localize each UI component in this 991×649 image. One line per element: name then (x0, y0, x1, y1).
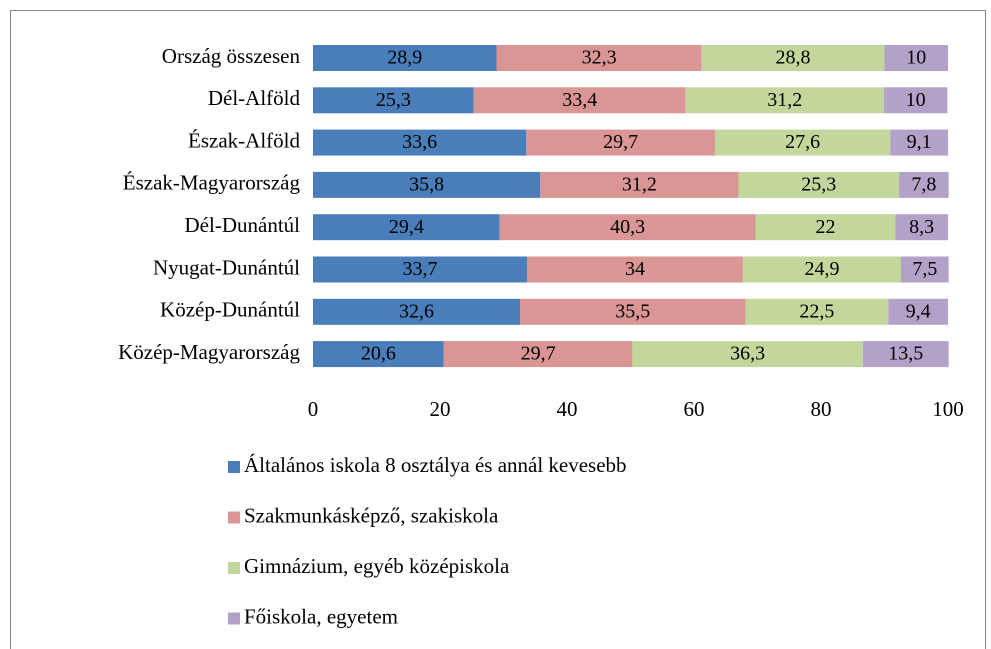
bar-segment (632, 341, 863, 368)
data-label: 31,2 (622, 173, 657, 195)
data-label: 34 (625, 258, 645, 280)
bar-segment (701, 45, 885, 71)
bar-segment (540, 171, 739, 198)
bar-segment (473, 87, 686, 114)
data-label: 8,3 (909, 216, 934, 238)
bar-segment (313, 87, 474, 114)
data-label: 32,6 (399, 300, 434, 322)
bar-segment (899, 171, 949, 198)
data-label: 13,5 (888, 343, 923, 365)
data-label: 10 (906, 89, 926, 111)
data-label: 33,7 (402, 258, 437, 280)
x-tick-label: 80 (811, 397, 832, 421)
y-tick-label: Észak-Magyarország (123, 171, 301, 195)
bar-segment (884, 45, 948, 71)
bar-segment (685, 87, 884, 114)
chart-border (10, 10, 986, 649)
bar-segment (745, 298, 889, 325)
data-label: 9,4 (906, 300, 931, 322)
data-label: 31,2 (767, 89, 802, 111)
data-label: 27,6 (785, 131, 820, 153)
bar-segment (895, 214, 948, 241)
data-label: 40,3 (610, 216, 645, 238)
bar-segment (883, 87, 948, 114)
data-label: 29,4 (389, 216, 424, 238)
bar-segment (313, 341, 444, 368)
data-label: 25,3 (376, 89, 411, 111)
legend-label: Gimnázium, egyéb középiskola (244, 554, 510, 578)
legend-swatch (228, 461, 240, 473)
data-label: 33,4 (562, 89, 597, 111)
data-label: 36,3 (730, 343, 765, 365)
data-label: 35,5 (615, 300, 650, 322)
data-label: 7,5 (912, 258, 937, 280)
x-tick-label: 40 (557, 397, 578, 421)
legend-label: Szakmunkásképző, szakiskola (244, 503, 499, 527)
bar-segment (901, 256, 949, 283)
bar-segment (888, 298, 948, 325)
data-label: 24,9 (804, 258, 839, 280)
bar-segment (714, 129, 891, 156)
data-label: 25,3 (801, 173, 836, 195)
bar-segment (742, 256, 902, 283)
bar-segment (313, 256, 527, 283)
bar-segment (313, 214, 500, 241)
y-tick-label: Dél-Dunántúl (185, 213, 301, 237)
legend-label: Általános iskola 8 osztálya és annál kev… (244, 453, 627, 477)
data-label: 7,8 (911, 173, 936, 195)
data-label: 35,8 (409, 173, 444, 195)
data-label: 9,1 (907, 131, 932, 153)
bar-segment (443, 341, 633, 368)
data-label: 22 (815, 216, 835, 238)
data-label: 20,6 (361, 343, 396, 365)
bar-segment (313, 129, 527, 156)
y-tick-label: Észak-Alföld (188, 128, 300, 152)
bar-segment (520, 298, 746, 325)
bar-segment (313, 45, 497, 71)
legend-swatch (228, 612, 240, 625)
x-tick-label: 20 (430, 397, 451, 421)
y-tick-label: Ország összesen (162, 44, 301, 68)
bar-segment (313, 298, 521, 325)
y-tick-label: Közép-Dunántúl (160, 298, 300, 322)
bar-segment (738, 171, 900, 198)
bar-segment (890, 129, 948, 156)
data-label: 29,7 (603, 131, 638, 153)
bar-segment (862, 341, 949, 368)
x-tick-label: 60 (684, 397, 705, 421)
data-label: 29,7 (521, 343, 556, 365)
data-label: 28,8 (776, 47, 811, 69)
bar-segment (526, 129, 715, 156)
y-tick-label: Közép-Magyarország (118, 340, 300, 364)
legend-label: Főiskola, egyetem (244, 604, 398, 628)
data-label: 28,9 (387, 47, 422, 69)
legend-swatch (228, 562, 240, 574)
data-label: 22,5 (799, 300, 834, 322)
data-label: 33,6 (402, 131, 437, 153)
x-tick-label: 100 (932, 397, 964, 421)
bar-segment (499, 214, 756, 241)
bar-segment (755, 214, 896, 241)
data-label: 10 (906, 47, 926, 69)
x-tick-label: 0 (308, 397, 319, 421)
data-label: 32,3 (582, 47, 617, 69)
bar-segment (526, 256, 743, 283)
bar-segment (496, 45, 702, 71)
legend-swatch (228, 511, 240, 524)
y-tick-label: Dél-Alföld (208, 86, 301, 110)
bar-segment (313, 171, 541, 198)
y-tick-label: Nyugat-Dunántúl (153, 255, 300, 279)
